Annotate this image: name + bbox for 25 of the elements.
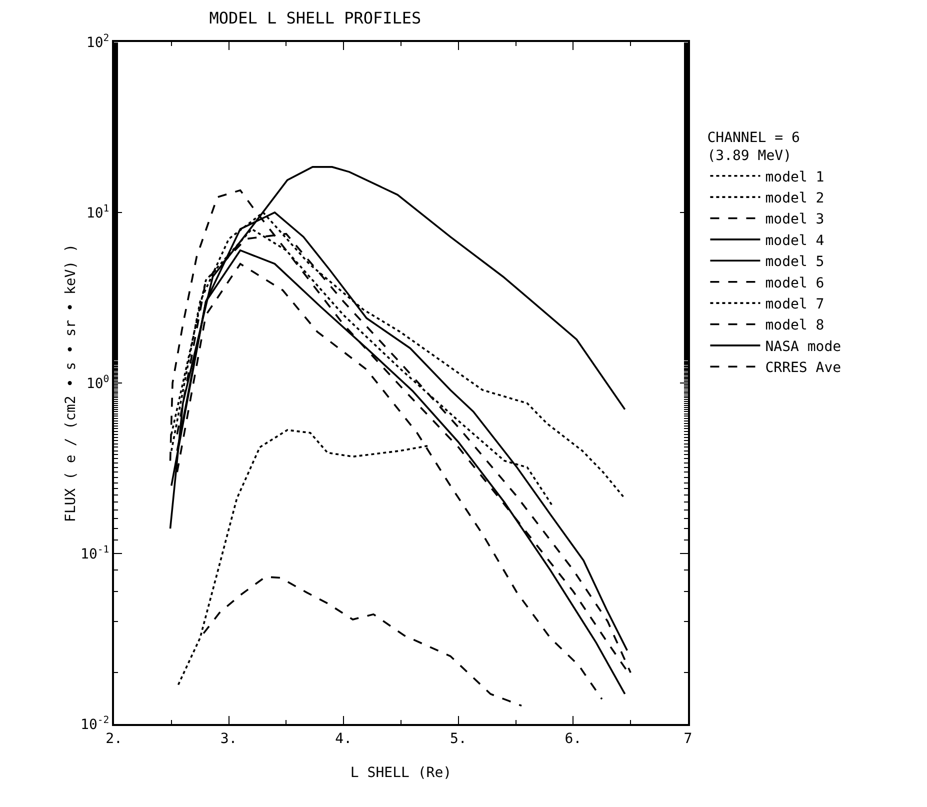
legend-label: model 6 bbox=[765, 275, 824, 292]
y-axis-title: FLUX ( e / (cm2 • s • sr • keV) ) bbox=[63, 244, 79, 522]
x-tick-label: 2. bbox=[106, 730, 122, 747]
legend-label: model 5 bbox=[765, 254, 824, 270]
x-tick-label: 6. bbox=[564, 730, 582, 747]
x-tick-label: 4. bbox=[335, 730, 352, 747]
y-tick-label: 10$^{1}$ bbox=[86, 204, 110, 222]
legend-title: CHANNEL = 6 (3.89 MeV) bbox=[707, 130, 800, 164]
legend-label: CRRES Ave bbox=[765, 360, 842, 376]
y-tick-label: 10$^{-2}$ bbox=[80, 715, 110, 733]
legend-label: model 7 bbox=[765, 296, 824, 312]
y-tick-label: 10$^{-1}$ bbox=[80, 544, 110, 562]
legend-label: model 8 bbox=[765, 318, 824, 334]
chart-title: MODEL L SHELL PROFILES bbox=[209, 8, 422, 28]
legend-label: model 1 bbox=[765, 169, 824, 186]
x-tick-label: 5. bbox=[450, 730, 467, 747]
x-tick-label: 3. bbox=[220, 730, 238, 747]
y-tick-label: 10$^{2}$ bbox=[86, 33, 110, 51]
legend-label: NASA mode bbox=[765, 338, 842, 355]
legend-label: model 3 bbox=[765, 212, 824, 228]
legend-label: model 2 bbox=[765, 190, 824, 206]
legend-label: model 4 bbox=[765, 232, 824, 249]
x-axis-title: L SHELL (Re) bbox=[350, 765, 452, 781]
x-tick-label: 7 bbox=[684, 730, 692, 747]
y-tick-label: 10$^{0}$ bbox=[86, 374, 110, 392]
